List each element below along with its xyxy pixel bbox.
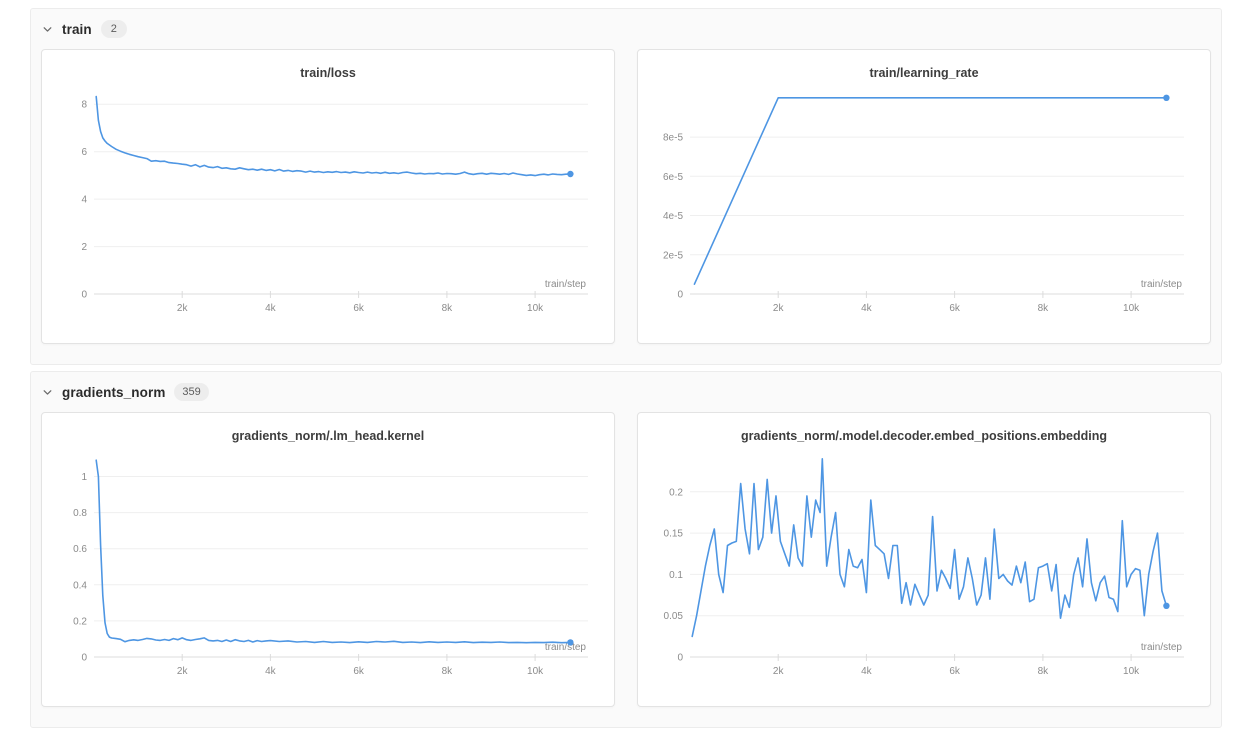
svg-text:4: 4	[81, 195, 87, 206]
section-title: gradients_norm	[62, 384, 166, 400]
svg-text:8: 8	[81, 100, 87, 111]
svg-text:6k: 6k	[353, 303, 365, 314]
section-count-badge: 2	[100, 20, 127, 38]
svg-text:4k: 4k	[861, 666, 873, 677]
section-gradients-norm-header[interactable]: gradients_norm 359	[31, 372, 1221, 410]
panel-row: train/loss 0 2 4 6 8 2k 4k 6k 8k 10k train/step tr…	[31, 47, 1221, 364]
svg-text:10k: 10k	[1123, 303, 1140, 314]
svg-text:10k: 10k	[1123, 666, 1140, 677]
section-train-header[interactable]: train 2	[31, 9, 1221, 47]
svg-text:train/step: train/step	[545, 279, 587, 290]
svg-text:train/step: train/step	[545, 642, 587, 653]
svg-text:6: 6	[81, 147, 87, 158]
svg-text:6k: 6k	[949, 666, 961, 677]
section-title: train	[62, 21, 92, 37]
svg-text:8k: 8k	[1038, 666, 1050, 677]
svg-text:4k: 4k	[861, 303, 873, 314]
svg-text:6e-5: 6e-5	[663, 172, 683, 183]
chart-panel-embed-positions-embedding[interactable]: gradients_norm/.model.decoder.embed_posi…	[637, 412, 1211, 707]
svg-text:0: 0	[677, 290, 683, 301]
svg-text:2e-5: 2e-5	[663, 250, 683, 261]
svg-text:2k: 2k	[177, 303, 189, 314]
svg-text:0.8: 0.8	[73, 508, 87, 519]
svg-text:8k: 8k	[1038, 303, 1050, 314]
svg-text:0: 0	[677, 653, 683, 664]
chart-title: gradients_norm/.lm_head.kernel	[231, 429, 425, 443]
section-train: train 2 train/loss 0 2 4 6 8 2k 4k 6k 8k 10k train…	[30, 8, 1222, 365]
svg-text:0.2: 0.2	[669, 487, 683, 498]
svg-text:train/step: train/step	[1141, 642, 1183, 653]
chevron-down-icon[interactable]	[41, 386, 53, 398]
svg-text:0.1: 0.1	[669, 570, 683, 581]
svg-text:2k: 2k	[177, 666, 189, 677]
line-chart-embed-positions-embedding[interactable]: 0 0.05 0.1 0.15 0.2 2k 4k 6k 8k 10k train/step	[648, 445, 1200, 689]
chart-title: train/learning_rate	[869, 66, 979, 80]
panel-row: gradients_norm/.lm_head.kernel 0 0.2 0.4 0.…	[31, 410, 1221, 727]
line-chart-train-loss[interactable]: 0 2 4 6 8 2k 4k 6k 8k 10k train/step	[52, 82, 604, 326]
chart-panel-train-learning-rate[interactable]: train/learning_rate 0 2e-5 4e-5 6e-5 8e-5 2k 4…	[637, 49, 1211, 344]
line-chart-lm-head-kernel[interactable]: 0 0.2 0.4 0.6 0.8 1 2k 4k 6k 8k 10k train/step	[52, 445, 604, 689]
svg-text:0: 0	[81, 290, 87, 301]
line-chart-train-learning-rate[interactable]: 0 2e-5 4e-5 6e-5 8e-5 2k 4k 6k 8k 10k train/step	[648, 82, 1200, 326]
svg-text:0.05: 0.05	[664, 611, 684, 622]
svg-text:0.15: 0.15	[664, 529, 684, 540]
svg-text:4e-5: 4e-5	[663, 211, 683, 222]
svg-text:6k: 6k	[353, 666, 365, 677]
svg-text:train/step: train/step	[1141, 279, 1183, 290]
section-count-badge: 359	[174, 383, 209, 401]
chart-title: gradients_norm/.model.decoder.embed_posi…	[740, 429, 1108, 443]
svg-text:8k: 8k	[442, 666, 454, 677]
svg-text:0.4: 0.4	[73, 580, 87, 591]
section-gradients-norm: gradients_norm 359 gradients_norm/.lm_he…	[30, 371, 1222, 728]
svg-text:0.6: 0.6	[73, 544, 87, 555]
svg-text:8k: 8k	[442, 303, 454, 314]
chevron-down-icon[interactable]	[41, 23, 53, 35]
svg-text:4k: 4k	[265, 303, 277, 314]
svg-text:8e-5: 8e-5	[663, 133, 683, 144]
svg-text:1: 1	[81, 472, 87, 483]
svg-text:10k: 10k	[527, 303, 544, 314]
svg-text:10k: 10k	[527, 666, 544, 677]
chart-panel-train-loss[interactable]: train/loss 0 2 4 6 8 2k 4k 6k 8k 10k train/step	[41, 49, 615, 344]
svg-text:0: 0	[81, 653, 87, 664]
svg-text:2k: 2k	[773, 303, 785, 314]
chart-title: train/loss	[300, 66, 356, 80]
svg-text:4k: 4k	[265, 666, 277, 677]
svg-text:2k: 2k	[773, 666, 785, 677]
chart-panel-lm-head-kernel[interactable]: gradients_norm/.lm_head.kernel 0 0.2 0.4 0.…	[41, 412, 615, 707]
svg-text:6k: 6k	[949, 303, 961, 314]
svg-text:2: 2	[81, 242, 87, 253]
svg-text:0.2: 0.2	[73, 616, 87, 627]
